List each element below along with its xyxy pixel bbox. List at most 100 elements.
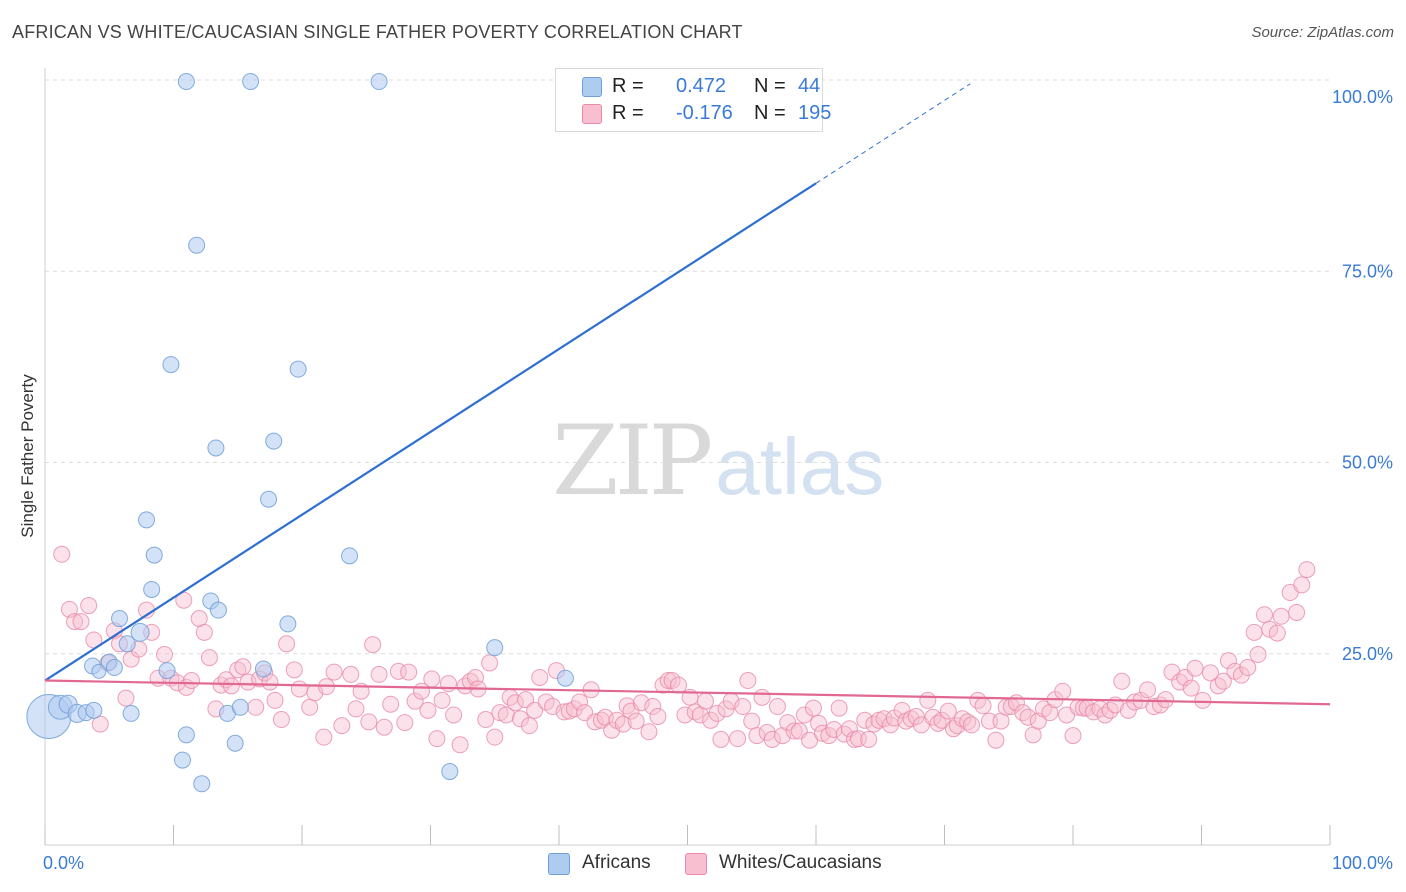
- y-tick-label: 100.0%: [1332, 87, 1393, 107]
- legend-r-value: -0.176: [676, 102, 733, 124]
- white-point: [825, 720, 843, 738]
- white-point: [779, 714, 797, 732]
- african-point: [188, 236, 206, 254]
- africans-trend-extension: [815, 83, 971, 184]
- white-point: [1139, 681, 1157, 699]
- white-point: [451, 736, 469, 754]
- african-point: [143, 580, 161, 598]
- white-point: [1298, 561, 1316, 579]
- white-point: [370, 665, 388, 683]
- african-point: [207, 439, 225, 457]
- white-point: [1019, 708, 1037, 726]
- white-point: [1219, 652, 1237, 670]
- africans-legend-swatch: [548, 853, 570, 875]
- white-point: [1201, 664, 1219, 682]
- african-point: [162, 356, 180, 374]
- white-point: [301, 698, 319, 716]
- white-point: [712, 730, 730, 748]
- african-point: [173, 751, 191, 769]
- whites-points: [53, 545, 1316, 754]
- white-point: [481, 654, 499, 672]
- white-point: [491, 704, 509, 722]
- white-point: [962, 716, 980, 734]
- whites-trend-line: [44, 679, 1331, 706]
- white-point: [654, 676, 672, 694]
- white-point: [939, 702, 957, 720]
- trend-lines: [44, 83, 1331, 706]
- white-point: [586, 713, 604, 731]
- white-point: [80, 597, 98, 615]
- white-point: [72, 613, 90, 631]
- x-tick-label: 0.0%: [43, 853, 84, 873]
- african-point: [177, 726, 195, 744]
- white-point: [644, 698, 662, 716]
- tick-labels: 25.0% 50.0% 75.0% 100.0% 0.0% 100.0%: [43, 87, 1393, 873]
- gridlines: [45, 79, 1330, 655]
- white-point: [511, 710, 529, 728]
- white-point: [686, 703, 704, 721]
- white-point: [763, 730, 781, 748]
- african-point: [122, 704, 140, 722]
- white-point: [987, 731, 1005, 749]
- white-point: [649, 707, 667, 725]
- white-point: [91, 715, 109, 733]
- white-point: [1157, 691, 1175, 709]
- white-point: [702, 711, 720, 729]
- white-point: [1194, 691, 1212, 709]
- white-point: [739, 672, 757, 690]
- white-point: [290, 680, 308, 698]
- white-point: [1288, 603, 1306, 621]
- white-point: [1209, 677, 1227, 695]
- y-tick-label: 25.0%: [1342, 644, 1393, 664]
- white-point: [182, 672, 200, 690]
- white-point: [428, 730, 446, 748]
- white-point: [1014, 704, 1032, 722]
- white-point: [1126, 693, 1144, 711]
- white-point: [333, 717, 351, 735]
- african-point: [556, 669, 574, 687]
- white-point: [195, 623, 213, 641]
- white-point: [795, 706, 813, 724]
- african-point: [145, 546, 163, 564]
- white-point: [400, 663, 418, 681]
- african-point: [242, 73, 260, 91]
- white-point: [969, 691, 987, 709]
- white-point: [1293, 576, 1311, 594]
- white-point: [1261, 620, 1279, 638]
- white-point: [1041, 704, 1059, 722]
- white-point: [360, 713, 378, 731]
- legend-r-value: 0.472: [676, 75, 727, 97]
- legend-n-label: N =: [754, 75, 786, 97]
- white-point: [640, 723, 658, 741]
- white-point: [66, 613, 84, 631]
- white-point: [272, 711, 290, 729]
- source-label: Source: ZipAtlas.com: [1251, 24, 1394, 41]
- chart-title: AFRICAN VS WHITE/CAUCASIAN SINGLE FATHER…: [12, 22, 743, 42]
- african-point: [260, 490, 278, 508]
- white-point: [234, 658, 252, 676]
- white-point: [382, 695, 400, 713]
- white-point: [696, 692, 714, 710]
- white-point: [907, 707, 925, 725]
- white-point: [347, 700, 365, 718]
- white-point: [278, 635, 296, 653]
- white-point: [375, 718, 393, 736]
- african-point: [111, 610, 129, 628]
- white-point: [53, 545, 71, 563]
- white-point: [980, 712, 998, 730]
- african-point: [265, 432, 283, 450]
- white-point: [933, 711, 951, 729]
- white-point: [1101, 701, 1119, 719]
- white-point: [948, 717, 966, 735]
- white-point: [670, 676, 688, 694]
- african-point: [289, 360, 307, 378]
- white-point: [531, 668, 549, 686]
- legend-n-value: 195: [798, 102, 832, 124]
- white-point: [445, 706, 463, 724]
- legend-n-value: 44: [798, 75, 821, 97]
- white-point: [676, 706, 694, 724]
- white-point: [565, 700, 583, 718]
- white-point: [810, 714, 828, 732]
- white-point: [526, 701, 544, 719]
